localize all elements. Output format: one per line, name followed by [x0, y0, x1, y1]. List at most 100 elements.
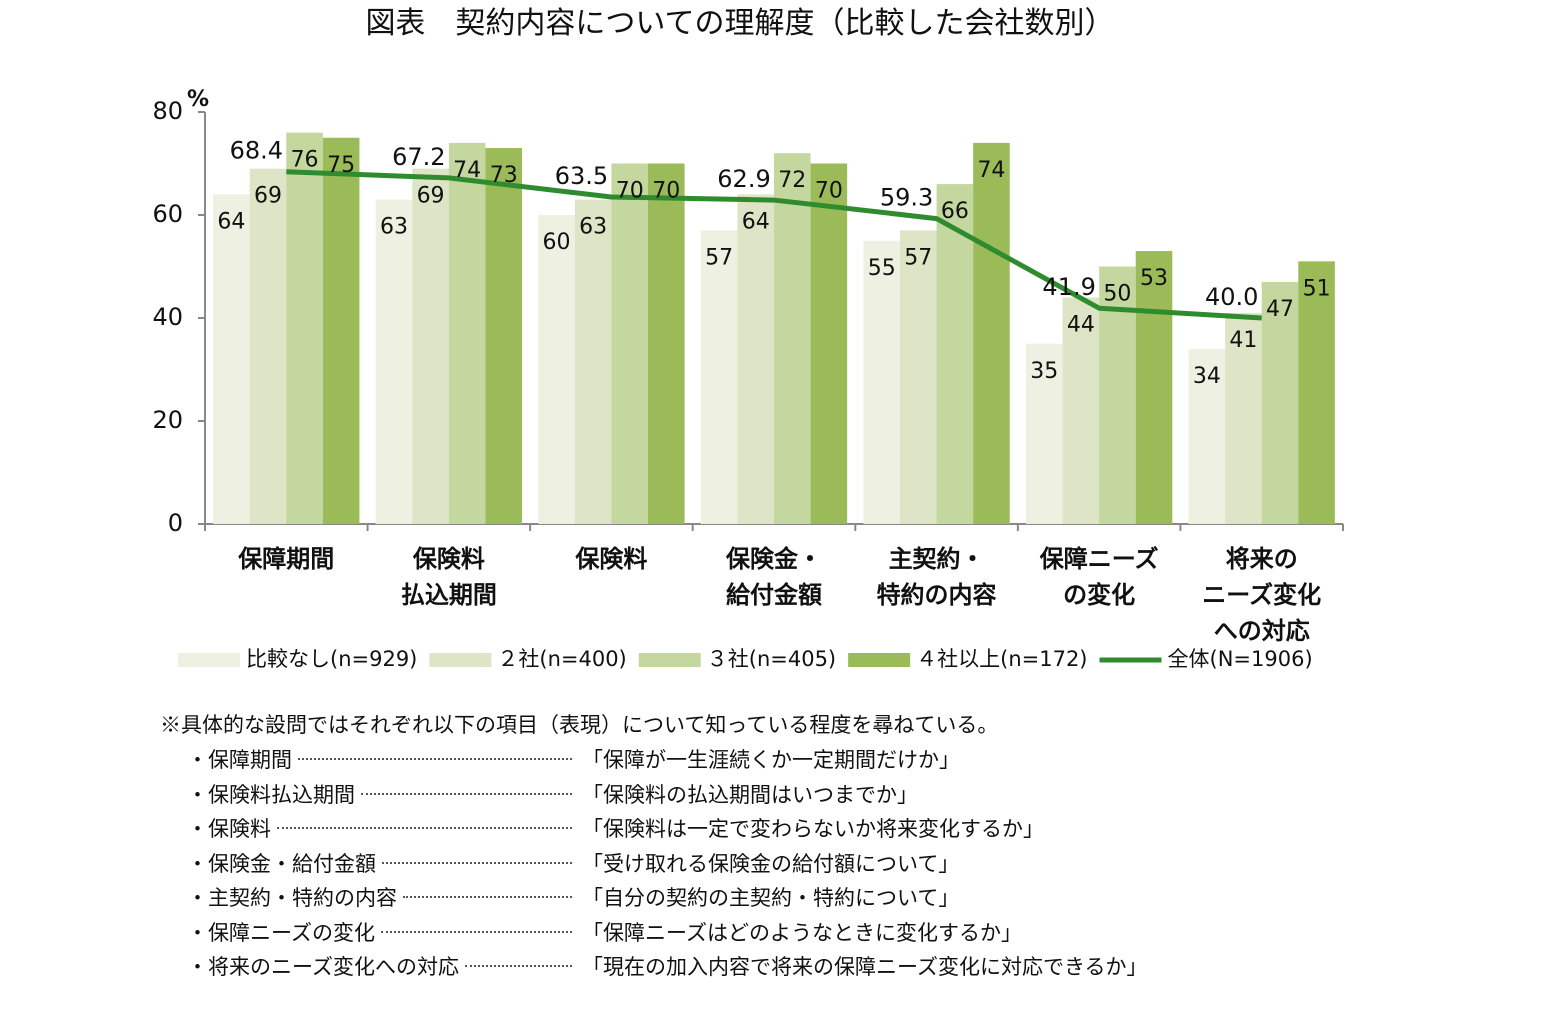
note-row: ・保障ニーズの変化 「保障ニーズはどのようなときに変化するか」 — [187, 915, 1148, 950]
data-label: 35 — [1030, 359, 1058, 384]
note-question: 「現在の加入内容で将来の保障ニーズ変化に対応できるか」 — [582, 955, 1148, 980]
data-label: 63 — [579, 215, 607, 240]
data-label: 40.0 — [1205, 283, 1258, 311]
data-label: 70 — [616, 179, 644, 204]
bar — [863, 240, 900, 524]
y-tick-label: 40 — [152, 303, 183, 331]
dot-leader — [361, 792, 572, 795]
bar — [1135, 251, 1173, 525]
data-label: 41 — [1229, 328, 1257, 353]
legend-swatch — [848, 653, 911, 667]
data-label: 63.5 — [555, 162, 608, 190]
data-label: 53 — [1140, 266, 1168, 291]
note-term-cell: ・将来のニーズ変化への対応 — [187, 951, 582, 981]
bar — [936, 184, 974, 524]
data-label: 59.3 — [880, 184, 933, 212]
note-row: ・将来のニーズ変化への対応 「現在の加入内容で将来の保障ニーズ変化に対応できるか」 — [187, 949, 1148, 984]
bar — [249, 168, 287, 524]
bar — [448, 142, 486, 524]
bar — [899, 230, 937, 524]
bar — [375, 199, 413, 525]
bar — [538, 215, 575, 524]
note-question: 「受け取れる保険金の給付額について」 — [582, 851, 960, 876]
legend-label: ４社以上(n=172) — [916, 647, 1087, 671]
note-row: ・保障期間 「保障が一生涯続くか一定期間だけか」 — [187, 742, 1148, 777]
y-tick-label: 20 — [152, 406, 183, 434]
bar — [412, 168, 449, 524]
chart-title: 図表 契約内容についての理解度（比較した会社数別） — [365, 7, 1114, 40]
data-label: 69 — [254, 184, 282, 209]
bar — [1025, 343, 1063, 524]
note-row: ・保険金・給付金額 「受け取れる保険金の給付額について」 — [187, 846, 1148, 881]
x-tick-label: 保険金・給付金額 — [725, 545, 822, 609]
data-label: 70 — [652, 179, 680, 204]
y-axis-label: % — [187, 87, 209, 112]
notes-heading: ※具体的な設問ではそれぞれ以下の項目（表現）について知っている程度を尋ねている。 — [160, 713, 999, 737]
dot-leader — [382, 861, 572, 864]
legend-swatch — [638, 653, 701, 667]
note-question: 「保障が一生涯続くか一定期間だけか」 — [582, 748, 960, 773]
x-tick-label: 保険料 — [574, 545, 647, 573]
note-term-cell: ・主契約・特約の内容 — [187, 882, 582, 912]
note-term: ・保障期間 — [187, 748, 292, 773]
data-label: 68.4 — [230, 137, 283, 165]
note-term-cell: ・保険料 — [187, 813, 582, 843]
note-question: 「保険料の払込期間はいつまでか」 — [582, 782, 918, 807]
data-label: 34 — [1193, 364, 1221, 389]
note-question: 「保障ニーズはどのようなときに変化するか」 — [582, 920, 1022, 945]
chart: 図表 契約内容についての理解度（比較した会社数別） % 0 20 40 60 80 保障期… — [152, 7, 1344, 671]
data-label: 51 — [1303, 276, 1331, 301]
note-row: ・主契約・特約の内容 「自分の契約の主契約・特約について」 — [187, 880, 1148, 915]
legend-label: 比較なし(n=929) — [246, 647, 417, 671]
legend-label: ２社(n=400) — [497, 647, 626, 671]
legend-label: ３社(n=405) — [707, 647, 836, 671]
data-label: 72 — [778, 168, 806, 193]
data-label: 73 — [490, 163, 518, 188]
bar — [213, 194, 250, 524]
data-label: 47 — [1266, 297, 1294, 322]
data-label: 75 — [327, 153, 355, 178]
note-term: ・保険料払込期間 — [187, 782, 355, 807]
line — [286, 169, 1262, 321]
note-row: ・保険料 「保険料は一定で変わらないか将来変化するか」 — [187, 811, 1148, 846]
data-label: 64 — [217, 209, 245, 234]
bar — [1225, 312, 1262, 524]
data-label: 62.9 — [717, 165, 770, 193]
note-term: ・将来のニーズ変化への対応 — [187, 955, 459, 980]
data-label: 60 — [543, 230, 571, 255]
data-label: 57 — [904, 245, 932, 270]
note-term-cell: ・保障期間 — [187, 744, 582, 774]
bar — [973, 142, 1010, 524]
data-label: 55 — [868, 256, 896, 281]
dot-leader — [298, 758, 572, 761]
x-tick-label: 主契約・特約の内容 — [877, 545, 997, 609]
bar — [737, 194, 774, 524]
data-label: 69 — [417, 184, 445, 209]
dot-leader — [403, 896, 572, 899]
data-label: 50 — [1103, 282, 1131, 307]
bar — [1062, 297, 1100, 524]
bar — [611, 163, 649, 524]
dot-leader — [380, 930, 572, 933]
note-row: ・保険料払込期間 「保険料の払込期間はいつまでか」 — [187, 777, 1148, 812]
data-label: 44 — [1067, 312, 1095, 337]
x-tick-label: 保障ニーズの変化 — [1039, 545, 1159, 609]
data-label: 63 — [380, 215, 408, 240]
legend-swatch — [178, 653, 240, 667]
bar — [1298, 261, 1335, 524]
bar — [1188, 348, 1226, 524]
bar — [485, 148, 523, 525]
data-label: 74 — [453, 158, 481, 183]
note-term: ・保険金・給付金額 — [187, 851, 376, 876]
data-label: 57 — [705, 245, 733, 270]
note-term: ・主契約・特約の内容 — [187, 886, 397, 911]
bar — [810, 163, 848, 524]
bar — [286, 132, 323, 524]
note-term: ・保障ニーズの変化 — [187, 920, 375, 945]
bar — [1261, 281, 1299, 524]
note-term-cell: ・保険金・給付金額 — [187, 848, 582, 878]
bar — [774, 153, 811, 524]
bar — [322, 137, 360, 524]
data-label: 64 — [742, 209, 770, 234]
